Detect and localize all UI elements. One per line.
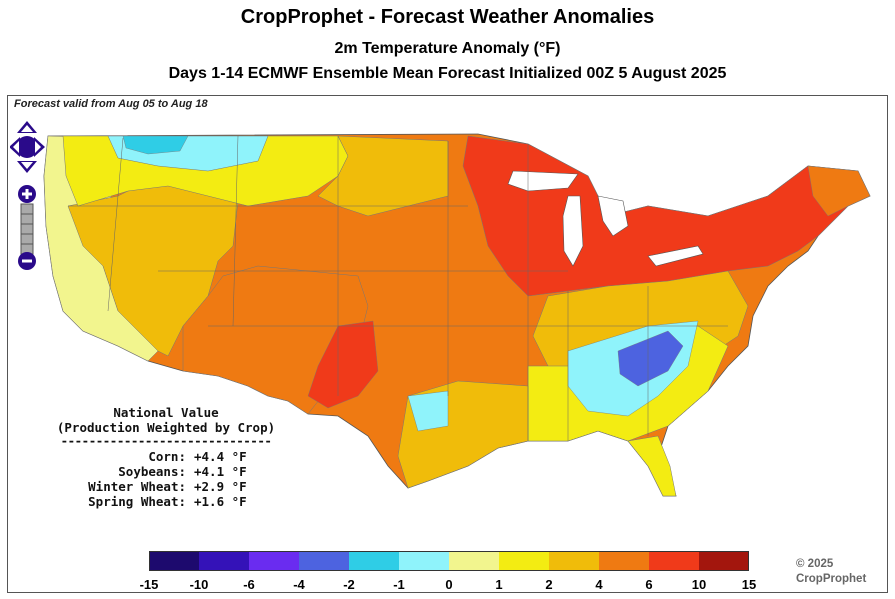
maine-region	[807, 165, 871, 217]
national-value-separator: ------------------------------	[60, 433, 272, 448]
legend-tick-label: -15	[139, 577, 159, 592]
legend-tick-label: -4	[293, 577, 305, 592]
pan-arrows-icon[interactable]	[9, 121, 45, 173]
table-row: Winter Wheat: +2.9 °F	[36, 479, 247, 494]
legend-tick-label: -10	[189, 577, 209, 592]
legend-tick-label: 4	[595, 577, 603, 592]
minus-icon[interactable]	[18, 252, 36, 270]
crop-value: +4.4 °F	[194, 449, 247, 464]
legend-tick-label: 15	[741, 577, 757, 592]
crop-label: Corn:	[148, 449, 186, 464]
map-navigation-control	[9, 120, 50, 290]
lake-huron	[597, 195, 629, 237]
great-lakes-region	[462, 135, 871, 297]
montana-cold-core	[122, 135, 189, 155]
legend-tick-label: 2	[545, 577, 553, 592]
legend-swatch	[449, 551, 499, 571]
forecast-description: Days 1-14 ECMWF Ensemble Mean Forecast I…	[168, 65, 727, 82]
crop-value: +1.6 °F	[194, 494, 247, 509]
crop-label: Spring Wheat:	[88, 494, 186, 509]
legend-tick-label: 6	[645, 577, 653, 592]
table-row: Soybeans: +4.1 °F	[36, 464, 247, 479]
color-legend	[149, 551, 749, 571]
national-value-table: Corn: +4.4 °F Soybeans: +4.1 °F Winter Whe…	[36, 449, 247, 509]
crop-label: Soybeans:	[118, 464, 186, 479]
navigation-svg	[9, 121, 45, 270]
zoom-slider-track[interactable]	[20, 203, 34, 255]
map-panel[interactable]: Forecast valid from Aug 05 to Aug 18 Nat…	[7, 95, 888, 593]
copyright: © 2025 CropProphet	[796, 557, 866, 587]
lake-michigan	[562, 195, 584, 267]
legend-swatch	[599, 551, 649, 571]
legend-swatch	[399, 551, 449, 571]
legend-tick-label: 10	[691, 577, 707, 592]
florida	[627, 435, 677, 497]
plus-icon[interactable]	[18, 185, 36, 203]
crop-value: +4.1 °F	[194, 464, 247, 479]
legend-swatch	[199, 551, 249, 571]
table-row: Corn: +4.4 °F	[36, 449, 247, 464]
legend-swatch	[299, 551, 349, 571]
legend-swatch	[249, 551, 299, 571]
legend-tick-label: 1	[495, 577, 503, 592]
lake-erie	[647, 245, 704, 267]
temperature-anomaly-map	[43, 133, 871, 497]
page-subtitle: 2m Temperature Anomaly (°F)	[334, 40, 561, 57]
state-borders	[68, 135, 728, 441]
copyright-owner: CropProphet	[796, 573, 867, 585]
legend-swatch	[349, 551, 399, 571]
national-value-box: National Value (Production Weighted by C…	[36, 405, 296, 509]
copyright-year: © 2025	[796, 558, 834, 570]
legend-swatch	[649, 551, 699, 571]
forecast-valid-label: Forecast valid from Aug 05 to Aug 18	[14, 98, 208, 110]
legend-swatch	[549, 551, 599, 571]
lake-superior	[507, 170, 579, 192]
page-title: CropProphet - Forecast Weather Anomalies	[240, 6, 655, 28]
legend-tick-label: -2	[343, 577, 355, 592]
national-value-subheading: (Production Weighted by Crop)	[56, 420, 276, 435]
table-row: Spring Wheat: +1.6 °F	[36, 494, 247, 509]
southeast-cold-core	[617, 330, 684, 387]
national-value-heading: National Value	[113, 405, 219, 420]
crop-label: Winter Wheat:	[88, 479, 186, 494]
legend-tick-label: -1	[393, 577, 405, 592]
zoom-slider-ticks	[21, 213, 33, 245]
louisiana-cool	[407, 390, 449, 432]
legend-swatch	[499, 551, 549, 571]
legend-tick-label: -6	[243, 577, 255, 592]
new-mexico-hot	[307, 320, 379, 409]
legend-swatch	[699, 551, 749, 571]
legend-swatch	[149, 551, 199, 571]
legend-tick-label: 0	[445, 577, 453, 592]
crop-value: +2.9 °F	[194, 479, 247, 494]
